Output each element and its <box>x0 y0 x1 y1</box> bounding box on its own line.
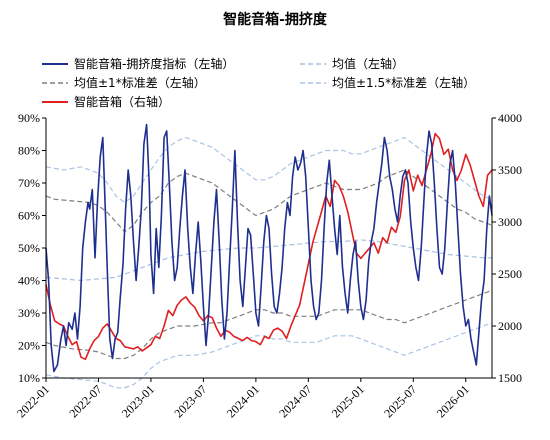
right-tick-label: 1500 <box>498 371 522 385</box>
right-tick-label: 3000 <box>498 215 522 229</box>
x-tick-label: 2026-01 <box>434 382 472 420</box>
left-tick-label: 40% <box>18 274 40 288</box>
left-tick-label: 30% <box>18 306 40 320</box>
legend-label-mean: 均值（左轴） <box>332 56 404 71</box>
x-tick-label: 2023-07 <box>171 382 209 420</box>
left-tick-label: 60% <box>18 209 40 223</box>
plot-area <box>45 123 493 389</box>
left-tick-label: 70% <box>18 176 40 190</box>
series-line-std1-3 <box>45 289 493 360</box>
chart-title: 智能音箱-拥挤度 <box>222 11 328 28</box>
legend-label-std1: 均值±1*标准差（左轴） <box>74 75 206 90</box>
left-tick-label: 20% <box>18 339 40 353</box>
left-tick-label: 80% <box>18 144 40 158</box>
series-line-price-6 <box>45 132 493 361</box>
legend-label-price: 智能音箱（右轴） <box>74 94 170 109</box>
legend: 智能音箱-拥挤度指标（左轴） 均值（左轴） 均值±1*标准差（左轴） 均值±1.5*标… <box>42 56 475 109</box>
x-tick-label: 2022-01 <box>14 382 52 420</box>
legend-label-index: 智能音箱-拥挤度指标（左轴） <box>74 56 234 71</box>
left-tick-label: 90% <box>18 111 40 125</box>
series-line-index-0 <box>45 123 493 373</box>
x-tick-label: 2024-07 <box>276 382 314 420</box>
right-tick-label: 3500 <box>498 163 522 177</box>
right-tick-label: 4000 <box>498 111 522 125</box>
x-tick-label: 2024-01 <box>224 382 262 420</box>
left-tick-label: 10% <box>18 371 40 385</box>
right-tick-label: 2000 <box>498 319 522 333</box>
left-tick-label: 50% <box>18 241 40 255</box>
right-tick-label: 2500 <box>498 267 522 281</box>
x-tick-label: 2025-07 <box>381 382 419 420</box>
axes: 10% 20% 30% 40% 50% 60% 70% 80% 90% 1500 2000 2500 3… <box>14 111 522 420</box>
series-line-mean-1 <box>45 239 492 282</box>
x-tick-label: 2025-01 <box>329 382 367 420</box>
x-tick-label: 2022-07 <box>66 382 104 420</box>
legend-label-std15: 均值±1.5*标准差（左轴） <box>332 75 475 90</box>
